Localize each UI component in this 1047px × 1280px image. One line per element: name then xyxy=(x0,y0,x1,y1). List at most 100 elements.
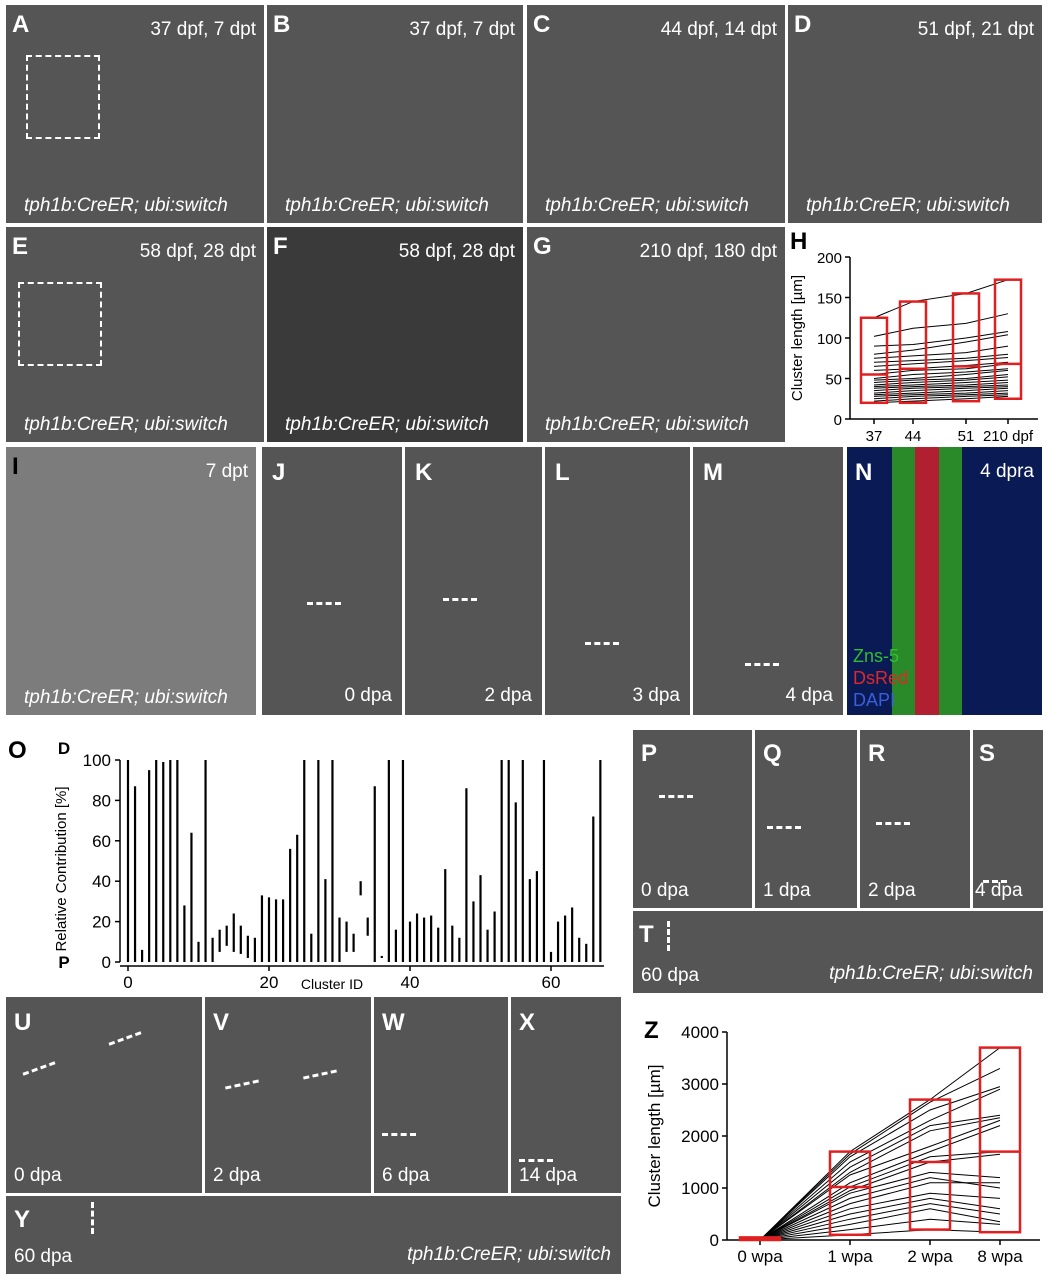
series-line xyxy=(873,345,1009,359)
amputation-line xyxy=(382,1133,416,1136)
x-tick-label: 37 xyxy=(866,428,883,445)
panel-letter: C xyxy=(533,11,551,38)
series-line xyxy=(873,373,1009,384)
panel-letter: Z xyxy=(644,1017,659,1044)
proximal-label: P xyxy=(58,953,69,972)
genotype-label: tph1b:CreER; ubi:switch xyxy=(285,195,489,216)
panel-letter: M xyxy=(703,459,723,486)
panel-a: A 37 dpf, 7 dpt tph1b:CreER; ubi:switch xyxy=(6,5,264,223)
panel-letter: D xyxy=(794,11,812,38)
series-line xyxy=(759,1208,1001,1241)
series-line xyxy=(759,1192,1001,1241)
genotype-label: tph1b:CreER; ubi:switch xyxy=(829,963,1033,984)
box-range xyxy=(908,1098,952,1231)
genotype-label: tph1b:CreER; ubi:switch xyxy=(24,195,228,216)
series-line xyxy=(759,1119,1001,1241)
amputation-line xyxy=(307,602,341,605)
series-line xyxy=(873,392,1009,400)
panel-age-label: 37 dpf, 7 dpt xyxy=(409,19,515,40)
amputation-line xyxy=(659,795,693,798)
series-line xyxy=(759,1171,1001,1241)
box-range xyxy=(859,316,889,405)
x-tick-label: 1 wpa xyxy=(827,1247,873,1266)
panel-letter: O xyxy=(8,737,27,764)
series-line xyxy=(873,390,1009,397)
series-line xyxy=(759,1218,1001,1241)
amputation-line xyxy=(876,822,910,825)
genotype-label: tph1b:CreER; ubi:switch xyxy=(545,195,749,216)
y-tick-label: 2000 xyxy=(681,1127,719,1146)
panel-letter: W xyxy=(382,1009,405,1036)
series-line xyxy=(759,1088,1001,1241)
time-label: 60 dpa xyxy=(14,1246,73,1267)
panel-age-label: 44 dpf, 14 dpt xyxy=(660,19,777,40)
y-tick-label: 0 xyxy=(834,412,842,429)
panel-p: P 0 dpa xyxy=(633,730,752,908)
series-line xyxy=(759,1067,1001,1241)
amputation-line xyxy=(225,1079,259,1090)
legend-dapi: DAPI xyxy=(853,690,896,710)
amputation-line xyxy=(667,921,670,951)
y-tick-label: 0 xyxy=(710,1231,719,1250)
time-label: 3 dpa xyxy=(632,685,680,706)
panel-age-label: 58 dpf, 28 dpt xyxy=(139,241,256,262)
x-tick-label: 210 dpf xyxy=(983,428,1034,445)
panel-letter: Y xyxy=(14,1206,31,1233)
y-tick-label: 3000 xyxy=(681,1075,719,1094)
panel-n: N 4 dpra Zns-5 DsRed DAPI xyxy=(847,447,1042,715)
y-axis-label: Cluster length [µm] xyxy=(789,275,806,401)
y-tick-label: 200 xyxy=(817,250,842,267)
panel-c: C 44 dpf, 14 dpt tph1b:CreER; ubi:switch xyxy=(527,5,785,223)
panel-b: B 37 dpf, 7 dpt tph1b:CreER; ubi:switch xyxy=(267,5,523,223)
time-label: 6 dpa xyxy=(382,1165,430,1186)
series-line xyxy=(759,1114,1001,1241)
panel-letter: X xyxy=(519,1009,536,1036)
panel-age-label: 210 dpf, 180 dpt xyxy=(639,241,777,262)
time-label: 2 dpa xyxy=(213,1165,261,1186)
series-line xyxy=(759,1047,1001,1241)
panel-letter: I xyxy=(12,453,19,480)
time-label: 1 dpa xyxy=(763,880,811,901)
series-line xyxy=(759,1117,1001,1241)
panel-age-label: 37 dpf, 7 dpt xyxy=(150,19,256,40)
x-tick-label: 51 xyxy=(958,428,975,445)
panel-letter: V xyxy=(213,1009,230,1036)
time-label: 2 dpa xyxy=(484,685,532,706)
x-tick-label: 0 xyxy=(123,973,132,992)
series-line xyxy=(873,279,1009,319)
panel-i: I 7 dpt tph1b:CreER; ubi:switch xyxy=(6,447,256,715)
series-line xyxy=(759,1125,1001,1241)
x-tick-label: 60 xyxy=(542,973,561,992)
time-label: 4 dpa xyxy=(785,685,833,706)
panel-letter: K xyxy=(415,459,433,486)
panel-letter: T xyxy=(639,921,654,948)
panel-letter: R xyxy=(868,740,886,767)
panel-e: E 58 dpf, 28 dpt tph1b:CreER; ubi:switch xyxy=(6,227,264,442)
panel-d: D 51 dpf, 21 dpt tph1b:CreER; ubi:switch xyxy=(788,5,1042,223)
amputation-line xyxy=(585,642,619,645)
panel-letter: F xyxy=(273,233,288,260)
panel-g: G 210 dpf, 180 dpt tph1b:CreER; ubi:swit… xyxy=(527,227,785,442)
panel-letter: A xyxy=(12,11,30,38)
y-axis-label: Relative Contribution [%] xyxy=(53,786,70,951)
panel-age-label: 4 dpra xyxy=(980,461,1034,482)
series-line xyxy=(873,361,1009,371)
panel-letter: Q xyxy=(763,740,782,767)
panel-s: S 4 dpa xyxy=(973,730,1043,908)
legend-dsred: DsRed xyxy=(853,668,909,688)
series-line xyxy=(873,353,1009,363)
series-line xyxy=(873,331,1009,347)
panel-letter: U xyxy=(14,1009,32,1036)
panel-letter: P xyxy=(641,740,658,767)
panel-letter: L xyxy=(555,459,570,486)
amputation-line xyxy=(983,880,1007,883)
series-line xyxy=(873,363,1009,375)
amputation-line xyxy=(91,1202,94,1234)
panel-q: Q 1 dpa xyxy=(755,730,857,908)
box-range xyxy=(978,1046,1022,1234)
series-line xyxy=(873,387,1009,396)
panel-letter: E xyxy=(12,233,29,260)
y-tick-label: 100 xyxy=(83,751,111,770)
amputation-line xyxy=(303,1069,337,1080)
chart-z: Z 0 1000 2000 3000 4000 0 wpa 1 wpa 2 wpa 8 wpa C… xyxy=(644,1017,1040,1266)
